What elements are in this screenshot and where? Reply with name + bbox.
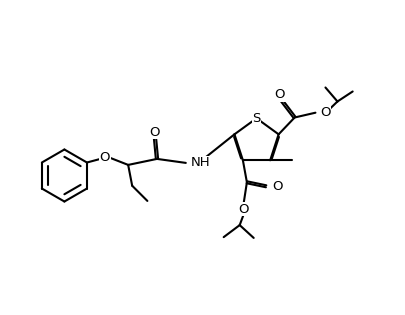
Text: NH: NH [191, 157, 211, 169]
Text: O: O [320, 106, 331, 119]
Text: O: O [275, 88, 285, 101]
Text: S: S [252, 112, 261, 125]
Text: O: O [150, 126, 160, 139]
Text: O: O [273, 180, 283, 193]
Text: O: O [100, 151, 110, 164]
Text: O: O [239, 203, 249, 215]
